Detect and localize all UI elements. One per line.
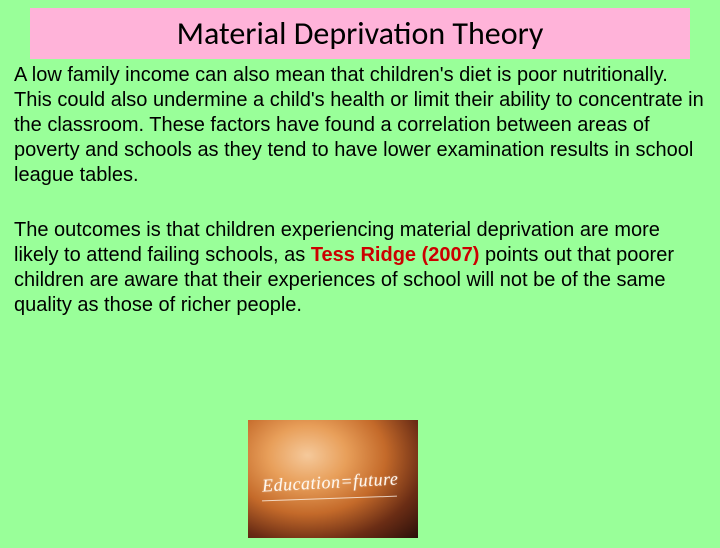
paragraph-1: A low family income can also mean that c… [0,59,720,188]
paragraph-2: The outcomes is that children experienci… [0,214,720,318]
slide-title: Material Deprivation Theory [30,14,690,53]
title-box: Material Deprivation Theory [30,8,690,59]
p2-highlight: Tess Ridge (2007) [311,244,480,266]
education-future-image: Education=future [248,420,418,538]
